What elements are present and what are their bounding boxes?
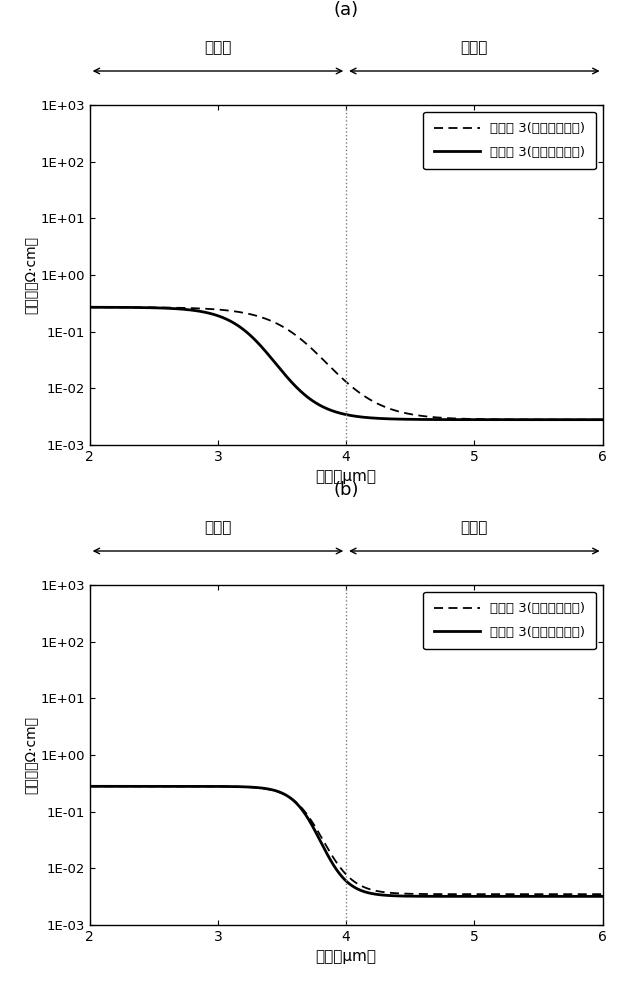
比较例 3(无模拟热处理): [86, 301, 94, 313]
发明例 3(有模拟热处理): [86, 780, 94, 792]
发明例 3(有模拟热处理): [584, 890, 592, 902]
比较例 3(无模拟热处理): [599, 414, 606, 426]
Line: 发明例 3(有模拟热处理): 发明例 3(有模拟热处理): [90, 786, 603, 896]
比较例 3(无模拟热处理): [490, 413, 497, 425]
发明例 3(无模拟热处理): [322, 838, 329, 850]
比较例 3(有模拟热处理): [112, 301, 120, 313]
比较例 3(无模拟热处理): [335, 369, 343, 381]
发明例 3(无模拟热处理): [490, 888, 497, 900]
发明例 3(有模拟热处理): [112, 780, 120, 792]
发明例 3(无模拟热处理): [112, 780, 120, 792]
Legend: 发明例 3(无模拟热处理), 发明例 3(有模拟热处理): 发明例 3(无模拟热处理), 发明例 3(有模拟热处理): [423, 592, 596, 649]
发明例 3(无模拟热处理): [86, 780, 94, 792]
Text: (a): (a): [333, 1, 359, 19]
Text: 硅晶片: 硅晶片: [461, 520, 488, 535]
Line: 发明例 3(无模拟热处理): 发明例 3(无模拟热处理): [90, 786, 603, 894]
比较例 3(无模拟热处理): [322, 356, 329, 368]
发明例 3(无模拟热处理): [335, 860, 343, 872]
比较例 3(有模拟热处理): [583, 414, 591, 426]
X-axis label: 深度（μm）: 深度（μm）: [315, 469, 377, 484]
发明例 3(有模拟热处理): [335, 867, 343, 879]
Y-axis label: 电阴率（Ω·cm）: 电阴率（Ω·cm）: [24, 236, 37, 314]
比较例 3(有模拟热处理): [86, 301, 94, 313]
发明例 3(无模拟热处理): [583, 888, 591, 900]
发明例 3(无模拟热处理): [599, 888, 606, 900]
Text: 外延层: 外延层: [204, 40, 231, 55]
比较例 3(有模拟热处理): [322, 402, 329, 414]
发明例 3(有模拟热处理): [599, 890, 606, 902]
Text: (b): (b): [333, 481, 359, 499]
比较例 3(无模拟热处理): [112, 301, 120, 313]
Y-axis label: 电阴率（Ω·cm）: 电阴率（Ω·cm）: [24, 716, 37, 794]
发明例 3(有模拟热处理): [583, 890, 591, 902]
Text: 外延层: 外延层: [204, 520, 231, 535]
Text: 硅晶片: 硅晶片: [461, 40, 488, 55]
发明例 3(有模拟热处理): [490, 890, 497, 902]
比较例 3(有模拟热处理): [584, 414, 592, 426]
比较例 3(有模拟热处理): [490, 414, 497, 426]
比较例 3(无模拟热处理): [584, 414, 592, 426]
发明例 3(无模拟热处理): [584, 888, 592, 900]
Line: 比较例 3(无模拟热处理): 比较例 3(无模拟热处理): [90, 307, 603, 420]
Line: 比较例 3(有模拟热处理): 比较例 3(有模拟热处理): [90, 307, 603, 420]
比较例 3(无模拟热处理): [583, 414, 591, 426]
发明例 3(有模拟热处理): [322, 845, 329, 857]
比较例 3(有模拟热处理): [335, 407, 343, 419]
比较例 3(有模拟热处理): [599, 414, 606, 426]
X-axis label: 深度（μm）: 深度（μm）: [315, 949, 377, 964]
Legend: 比较例 3(无模拟热处理), 比较例 3(有模拟热处理): 比较例 3(无模拟热处理), 比较例 3(有模拟热处理): [423, 112, 596, 169]
